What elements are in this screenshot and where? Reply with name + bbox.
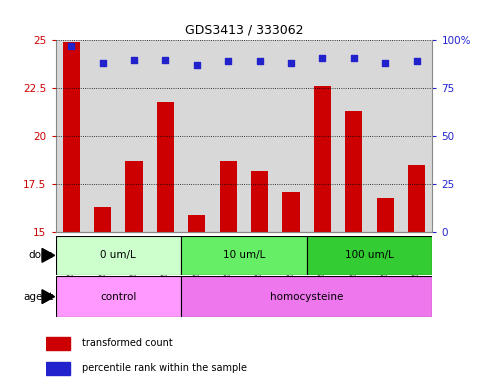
Point	[224, 58, 232, 65]
Bar	[220, 161, 237, 232]
Bar	[251, 171, 268, 232]
Bar	[157, 102, 174, 232]
Bar	[314, 86, 331, 232]
Point	[412, 58, 420, 65]
Text: transformed count: transformed count	[82, 338, 172, 348]
Point	[256, 58, 264, 65]
Point	[350, 55, 357, 61]
Point	[130, 56, 138, 63]
Text: 10 um/L: 10 um/L	[223, 250, 265, 260]
Text: dose: dose	[28, 250, 53, 260]
Text: homocysteine: homocysteine	[270, 291, 343, 302]
Bar	[56, 40, 87, 232]
Text: GDS3413 / 333062: GDS3413 / 333062	[185, 23, 303, 36]
Bar	[56, 276, 181, 317]
Text: 100 um/L: 100 um/L	[345, 250, 394, 260]
Bar	[408, 165, 425, 232]
Bar	[150, 40, 181, 232]
Point	[68, 43, 75, 49]
Bar	[181, 276, 432, 317]
Bar	[46, 362, 70, 375]
Bar	[188, 215, 205, 232]
Bar	[118, 40, 150, 232]
Text: percentile rank within the sample: percentile rank within the sample	[82, 364, 246, 374]
Bar	[181, 40, 213, 232]
Bar	[63, 42, 80, 232]
Bar	[213, 40, 244, 232]
Bar	[307, 236, 432, 275]
Text: agent: agent	[23, 291, 53, 302]
Bar	[94, 207, 111, 232]
Bar	[244, 40, 275, 232]
Bar	[338, 40, 369, 232]
Bar	[87, 40, 118, 232]
Bar	[126, 161, 142, 232]
Bar	[345, 111, 362, 232]
Bar	[307, 40, 338, 232]
Bar	[369, 40, 401, 232]
Point	[99, 60, 107, 66]
Bar	[275, 40, 307, 232]
Point	[382, 60, 389, 66]
Point	[319, 55, 327, 61]
Bar	[401, 40, 432, 232]
Bar	[181, 236, 307, 275]
Bar	[46, 337, 70, 349]
Bar	[56, 236, 181, 275]
Bar	[377, 198, 394, 232]
Point	[193, 62, 201, 68]
Point	[161, 56, 170, 63]
Bar	[283, 192, 299, 232]
Text: 0 um/L: 0 um/L	[100, 250, 136, 260]
Point	[287, 60, 295, 66]
Text: control: control	[100, 291, 137, 302]
